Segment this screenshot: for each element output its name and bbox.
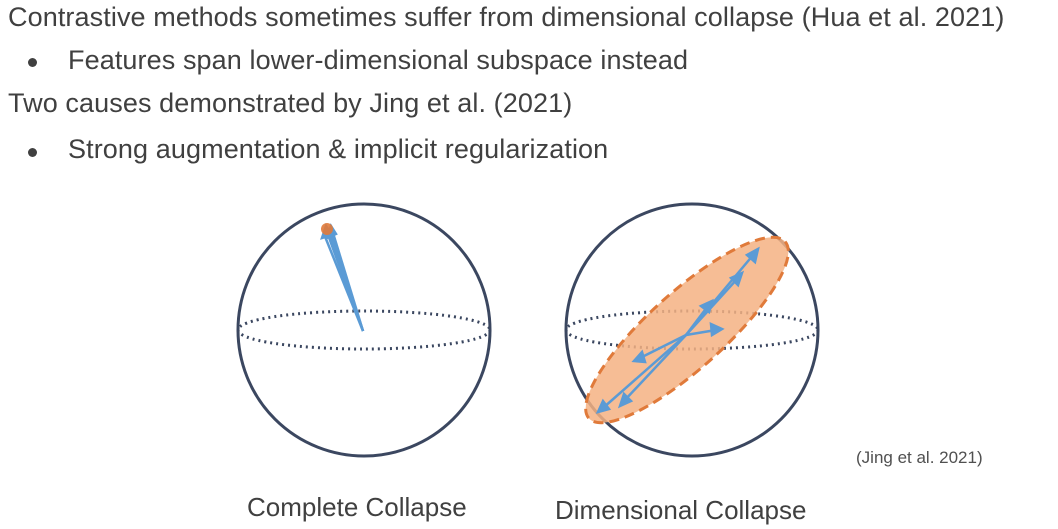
text-line-contrastive: Contrastive methods sometimes suffer fro… <box>8 2 1005 32</box>
collapsed-arrows <box>320 223 365 332</box>
text-line-two-causes: Two causes demonstrated by Jing et al. (… <box>8 88 573 118</box>
bullet-dot-2 <box>28 148 37 157</box>
bullet-dot-1 <box>28 58 37 67</box>
bullet-strong-augmentation: Strong augmentation & implicit regulariz… <box>68 134 609 164</box>
complete-collapse-diagram <box>236 202 492 458</box>
figure-citation: (Jing et al. 2021) <box>856 448 983 467</box>
collapsed-point <box>321 223 333 235</box>
equator-dotted <box>564 309 820 351</box>
bullet-features: Features span lower-dimensional subspace… <box>68 45 689 75</box>
dimensional-collapse-diagram <box>564 202 820 458</box>
equator-dotted <box>236 309 492 351</box>
subspace-arrows <box>595 246 760 414</box>
caption-complete-collapse: Complete Collapse <box>247 492 467 522</box>
caption-dimensional-collapse: Dimensional Collapse <box>555 495 807 525</box>
